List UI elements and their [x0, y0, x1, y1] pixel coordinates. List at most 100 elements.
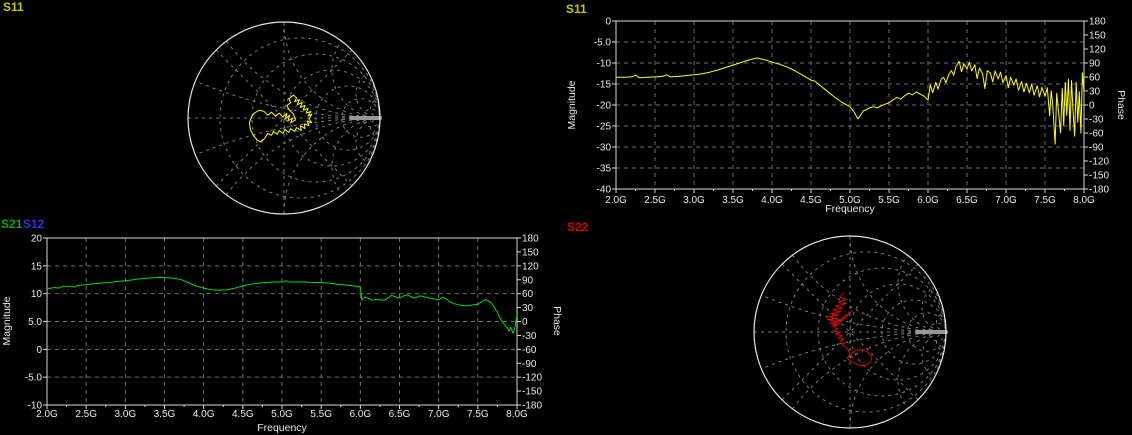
y-left-tick-label: -30 — [597, 143, 612, 154]
smith-reactance-arc — [897, 254, 947, 333]
x-tick-label: 3.0G — [114, 409, 136, 420]
smith-reactance-arc — [195, 117, 381, 156]
y-left-tick-label: 10 — [31, 289, 43, 300]
smith-reactance-arc — [761, 294, 947, 333]
x-tick-label: 4.5G — [232, 409, 254, 420]
y-right-tick-label: -90 — [1089, 143, 1104, 154]
y-right-tick-label: 60 — [1089, 73, 1101, 84]
y-right-tick-label: -120 — [522, 373, 542, 384]
x-tick-label: 7.0G — [995, 195, 1017, 206]
x-tick-label: 6.0G — [349, 409, 371, 420]
x-tick-label: 3.5G — [722, 195, 744, 206]
trace-label-s22-smith[interactable]: S22 — [567, 220, 589, 234]
y-right-tick-label: 120 — [1089, 45, 1106, 56]
smith-outer-circle — [187, 21, 381, 215]
x-tick-label: 4.5G — [800, 195, 822, 206]
y-left-tick-label: 20 — [31, 234, 43, 245]
trace-s11 — [616, 57, 1084, 145]
y-left-tick-label: -40 — [597, 185, 612, 196]
x-tick-label: 7.0G — [428, 409, 450, 420]
smith-reactance-arc — [897, 331, 947, 410]
axis-title-magnitude-bottom: Magnitude — [1, 296, 13, 346]
y-right-tick-label: -180 — [1089, 185, 1109, 196]
y-right-tick-label: -30 — [1089, 115, 1104, 126]
x-tick-label: 2.0G — [36, 409, 58, 420]
x-tick-label: 8.0G — [1073, 195, 1095, 206]
y-right-tick-label: 90 — [522, 275, 534, 286]
smith-reactance-arc — [761, 331, 947, 370]
y-right-tick-label: -60 — [522, 345, 537, 356]
y-right-tick-label: 30 — [522, 303, 534, 314]
y-right-tick-label: 0 — [522, 317, 528, 328]
y-left-tick-label: 15 — [31, 261, 43, 272]
y-right-tick-label: -120 — [1089, 157, 1109, 168]
y-left-tick-label: -15 — [597, 80, 612, 91]
x-tick-label: 2.5G — [644, 195, 666, 206]
y-right-tick-label: -30 — [522, 331, 537, 342]
trace-s21 — [47, 277, 517, 334]
x-tick-label: 8.0G — [506, 409, 528, 420]
y-left-tick-label: -5.0 — [594, 38, 612, 49]
y-left-tick-label: 0 — [605, 17, 611, 28]
y-right-tick-label: 0 — [1089, 101, 1095, 112]
trace-s11 — [248, 94, 313, 143]
axis-title-phase-bottom: Phase — [551, 306, 563, 336]
smith-reactance-arc — [331, 40, 381, 119]
s11-magphase-traces — [616, 57, 1084, 145]
y-right-tick-label: -60 — [1089, 129, 1104, 140]
y-left-tick-label: 0 — [36, 345, 42, 356]
s22-smith-chart — [753, 235, 948, 429]
x-tick-label: 5.0G — [271, 409, 293, 420]
x-tick-label: 7.5G — [467, 409, 489, 420]
x-tick-label: 6.0G — [917, 195, 939, 206]
x-tick-label: 5.5G — [310, 409, 332, 420]
y-right-tick-label: -90 — [522, 359, 537, 370]
x-tick-label: 3.0G — [683, 195, 705, 206]
smith-outer-circle — [753, 235, 947, 429]
y-right-tick-label: 180 — [522, 234, 539, 245]
x-tick-label: 2.0G — [605, 195, 627, 206]
y-right-tick-label: 180 — [1089, 17, 1106, 28]
trace-label-s11-smith[interactable]: S11 — [3, 0, 24, 14]
trace-label-s12[interactable]: S12 — [23, 217, 45, 231]
trace-label-s21[interactable]: S21 — [1, 217, 23, 231]
smith-reactance-arc — [331, 117, 381, 196]
y-right-tick-label: -180 — [522, 401, 542, 412]
x-tick-label: 2.5G — [75, 409, 97, 420]
s21-s12-magphase-traces — [47, 277, 517, 334]
smith-reactance-arc — [792, 254, 947, 333]
axis-title-frequency-top: Frequency — [825, 203, 875, 215]
smith-reactance-arc — [195, 80, 381, 119]
axis-title-magnitude-top: Magnitude — [566, 80, 578, 130]
y-right-tick-label: 120 — [522, 261, 539, 272]
y-right-tick-label: 150 — [522, 247, 539, 258]
s11-magphase-chart: 0 -5.0 -10 -15 -20 -25 -30 -35 -40 180 150 120 90 60 3… — [594, 17, 1110, 207]
x-tick-label: 7.5G — [1034, 195, 1056, 206]
axis-title-phase-top: Phase — [1115, 90, 1127, 120]
s21-s12-magphase-chart: 20 15 10 5.0 0 -5.0 -10 180 150 120 90 60 30 0 -30 -60 -… — [25, 234, 543, 421]
y-left-tick-label: -20 — [597, 101, 612, 112]
x-tick-label: 4.0G — [761, 195, 783, 206]
y-left-tick-label: -10 — [597, 59, 612, 70]
y-right-tick-label: 90 — [1089, 59, 1101, 70]
x-tick-label: 3.5G — [154, 409, 176, 420]
x-tick-label: 6.5G — [956, 195, 978, 206]
trace-label-s11-rect[interactable]: S11 — [566, 2, 587, 16]
y-left-tick-label: 5.0 — [28, 317, 42, 328]
trace-s22 — [826, 291, 873, 367]
y-right-tick-label: 150 — [1089, 31, 1106, 42]
y-left-tick-label: -5.0 — [25, 373, 43, 384]
s11-smith-chart — [187, 21, 382, 215]
y-right-tick-label: -150 — [522, 387, 542, 398]
axis-title-frequency-bottom: Frequency — [257, 422, 307, 434]
x-tick-label: 6.5G — [389, 409, 411, 420]
y-left-tick-label: -25 — [597, 122, 612, 133]
x-tick-label: 5.5G — [878, 195, 900, 206]
y-right-tick-label: 60 — [522, 289, 534, 300]
x-tick-label: 4.0G — [193, 409, 215, 420]
x-tick-label: 5.0G — [839, 195, 861, 206]
y-left-tick-label: -35 — [597, 164, 612, 175]
y-left-tick-label: -10 — [28, 401, 43, 412]
y-right-tick-label: 30 — [1089, 87, 1101, 98]
